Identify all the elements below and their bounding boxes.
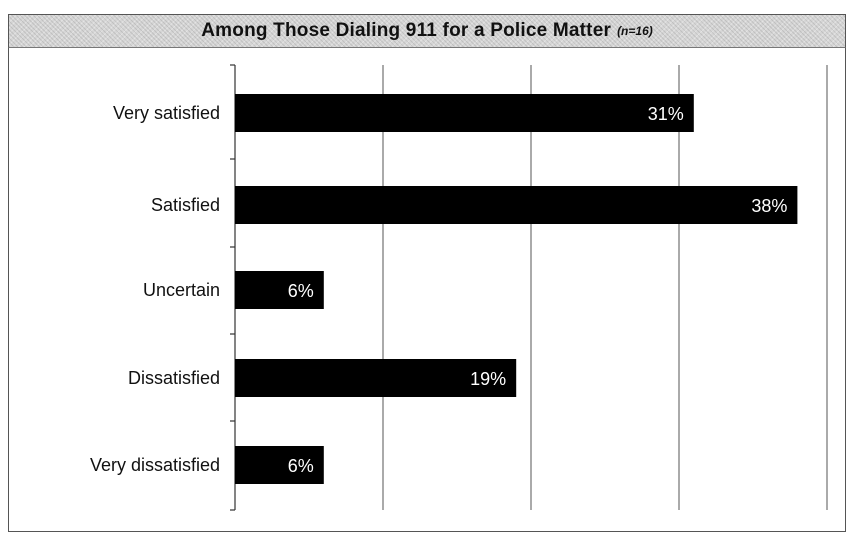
data-label: 38% (751, 196, 787, 216)
bar (235, 94, 694, 132)
chart-title-note: (n=16) (617, 24, 653, 38)
category-label: Dissatisfied (128, 368, 220, 388)
bar (235, 359, 517, 397)
chart-title-bar: Among Those Dialing 911 for a Police Mat… (8, 14, 846, 48)
category-label: Uncertain (143, 280, 220, 300)
chart-title: Among Those Dialing 911 for a Police Mat… (201, 20, 612, 41)
bar (235, 186, 798, 224)
data-label: 6% (288, 281, 314, 301)
category-label: Satisfied (151, 195, 220, 215)
data-label: 6% (288, 456, 314, 476)
data-label: 31% (648, 104, 684, 124)
category-label: Very dissatisfied (90, 455, 220, 475)
category-label: Very satisfied (113, 103, 220, 123)
bar (235, 271, 324, 309)
data-label: 19% (470, 369, 506, 389)
bar (235, 446, 324, 484)
